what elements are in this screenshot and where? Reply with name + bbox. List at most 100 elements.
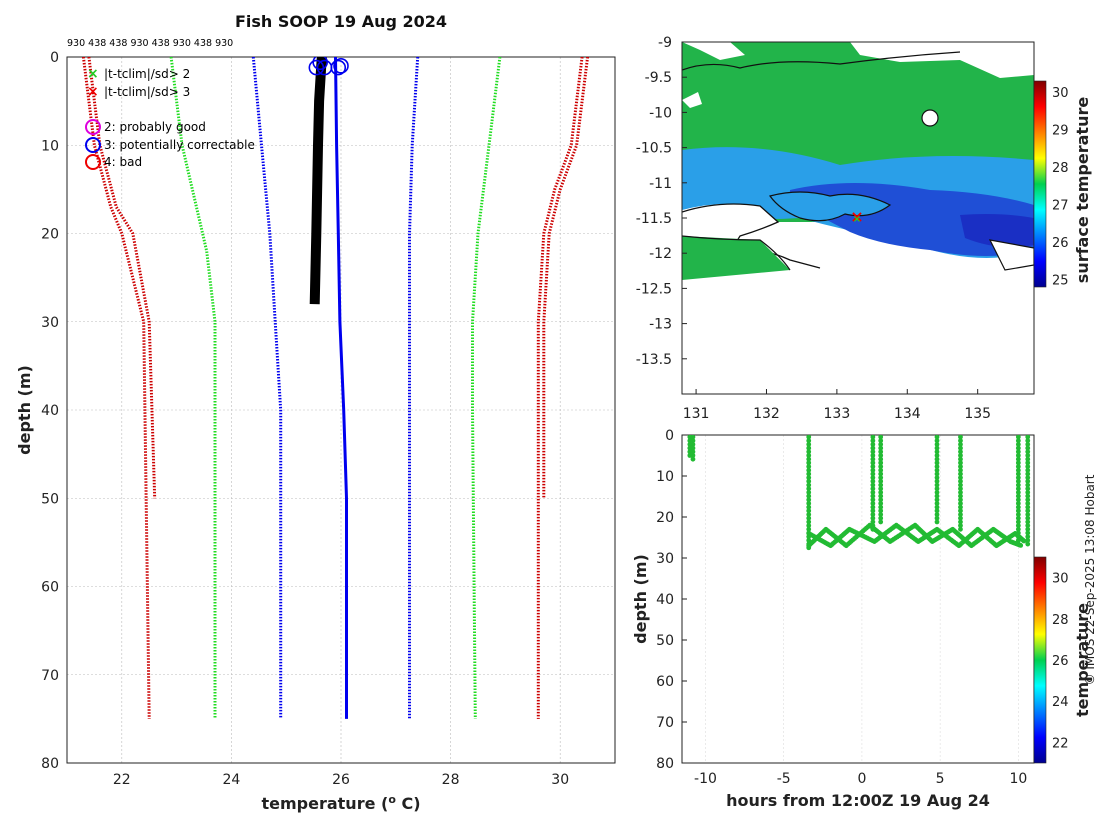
cast-point — [1025, 449, 1031, 455]
cast-point — [690, 449, 696, 455]
cast-point — [958, 471, 963, 477]
cast-point — [870, 456, 876, 462]
cast-point — [958, 490, 963, 495]
cast-point — [878, 497, 884, 503]
ts-x-tick-label: 5 — [936, 771, 945, 787]
map-y-tick-label: -12.5 — [636, 281, 672, 297]
cast-point — [1025, 482, 1031, 488]
cast-point — [870, 486, 876, 492]
cast-point — [1025, 523, 1031, 529]
cast-point — [1025, 453, 1031, 458]
ship-position-marker-green: × — [853, 214, 861, 225]
ts-x-tick-label: -10 — [694, 771, 717, 787]
qc-flag-circle — [333, 58, 349, 74]
qc-flag-markers — [308, 57, 349, 76]
cast-point — [870, 475, 876, 481]
cast-point — [1015, 475, 1021, 481]
cast-point — [878, 453, 884, 458]
cast-point — [878, 467, 884, 473]
cast-point — [1015, 523, 1021, 529]
cast-point — [1015, 445, 1021, 451]
cast-point — [1025, 435, 1031, 440]
map-colorbar-tick-label: 25 — [1052, 274, 1069, 289]
timeseries-x-ticks: -10 -5 0 5 10 — [694, 771, 1027, 787]
y-tick-label: 10 — [41, 138, 59, 154]
legend-marker-green-x: × — [87, 66, 99, 82]
ts-y-tick-label: 0 — [665, 428, 674, 444]
legend-label-probably-good: 2: probably good — [104, 120, 206, 134]
ts-x-tick-label: 0 — [857, 771, 866, 787]
map-y-ticks: -9 -9.5 -10 -10.5 -11 -11.5 -12 -12.5 -13 -13.5 — [636, 35, 687, 368]
cast-point — [934, 475, 940, 481]
cast-point — [806, 445, 812, 451]
x-label-main: temperature — [261, 794, 375, 813]
cast-point — [934, 445, 940, 451]
map-x-tick-label: 132 — [753, 406, 780, 422]
map-y-tick-label: -9 — [658, 35, 672, 51]
cast-point — [878, 515, 884, 521]
cast-point — [870, 497, 876, 503]
cast-point — [1025, 526, 1031, 532]
ts-colorbar-tick-label: 26 — [1052, 654, 1069, 669]
cast-point — [958, 501, 963, 506]
cast-point — [806, 453, 812, 458]
cast-point — [958, 512, 963, 517]
cast-point — [958, 523, 963, 529]
cast-point — [1025, 519, 1031, 525]
cast-point — [870, 435, 876, 440]
ship-position-marker: × — [850, 207, 863, 226]
map-y-tick-label: -10.5 — [636, 141, 672, 157]
cast-point — [878, 519, 884, 525]
cast-point — [1015, 519, 1021, 525]
cast-point — [1015, 471, 1021, 477]
legend-label-sd2: |t-tclim|/sd> 2 — [104, 67, 190, 81]
legend-label-sd3: |t-tclim|/sd> 3 — [104, 85, 190, 99]
cast-point — [1025, 541, 1031, 547]
cast-point — [806, 449, 812, 455]
map-x-tick-label: 133 — [824, 406, 851, 422]
cast-point — [958, 475, 963, 481]
sea-surface-coldest — [960, 214, 1034, 248]
cast-point — [934, 471, 940, 477]
cast-point — [806, 493, 812, 499]
cast-point — [934, 519, 940, 525]
cast-point — [1015, 493, 1021, 499]
cast-point — [870, 478, 876, 484]
cast-point — [934, 464, 940, 469]
cast-point — [958, 497, 963, 503]
cast-point — [934, 501, 940, 506]
cast-point — [870, 453, 876, 458]
map-colorbar-label: surface temperature — [1073, 97, 1092, 284]
cast-point — [934, 512, 940, 517]
y-tick-label: 40 — [41, 403, 59, 419]
profile-x-axis-label: temperature (o C) — [261, 793, 420, 813]
cast-point — [958, 449, 963, 455]
cast-point — [958, 460, 963, 466]
map-y-tick-label: -13 — [649, 317, 672, 333]
map-x-tick-label: 135 — [964, 406, 991, 422]
cast-point — [1015, 504, 1021, 510]
timeseries-grid — [705, 435, 1019, 763]
cast-point — [934, 515, 940, 521]
cast-point — [806, 464, 812, 469]
ts-colorbar-tick-label: 22 — [1052, 736, 1069, 751]
cast-point — [1025, 475, 1031, 481]
ts-colorbar-tick-label: 28 — [1052, 613, 1069, 628]
climatology-line — [169, 57, 217, 719]
map-x-ticks: 131 132 133 134 135 — [683, 389, 991, 422]
cast-point — [1025, 501, 1031, 506]
cast-point — [870, 471, 876, 477]
land-southeast — [988, 239, 1034, 271]
cast-point — [1015, 438, 1021, 444]
observed-profile-black — [309, 57, 327, 305]
x-label-superscript: o — [388, 793, 396, 806]
observed-profiles — [309, 57, 348, 719]
cast-point — [1025, 464, 1031, 469]
cast-point — [958, 486, 963, 492]
cast-point — [1025, 493, 1031, 499]
cast-point — [958, 445, 963, 451]
cast-point — [870, 504, 876, 510]
cast-point — [958, 438, 963, 444]
qc-flag-circle — [330, 59, 347, 76]
cast-point — [870, 519, 876, 525]
